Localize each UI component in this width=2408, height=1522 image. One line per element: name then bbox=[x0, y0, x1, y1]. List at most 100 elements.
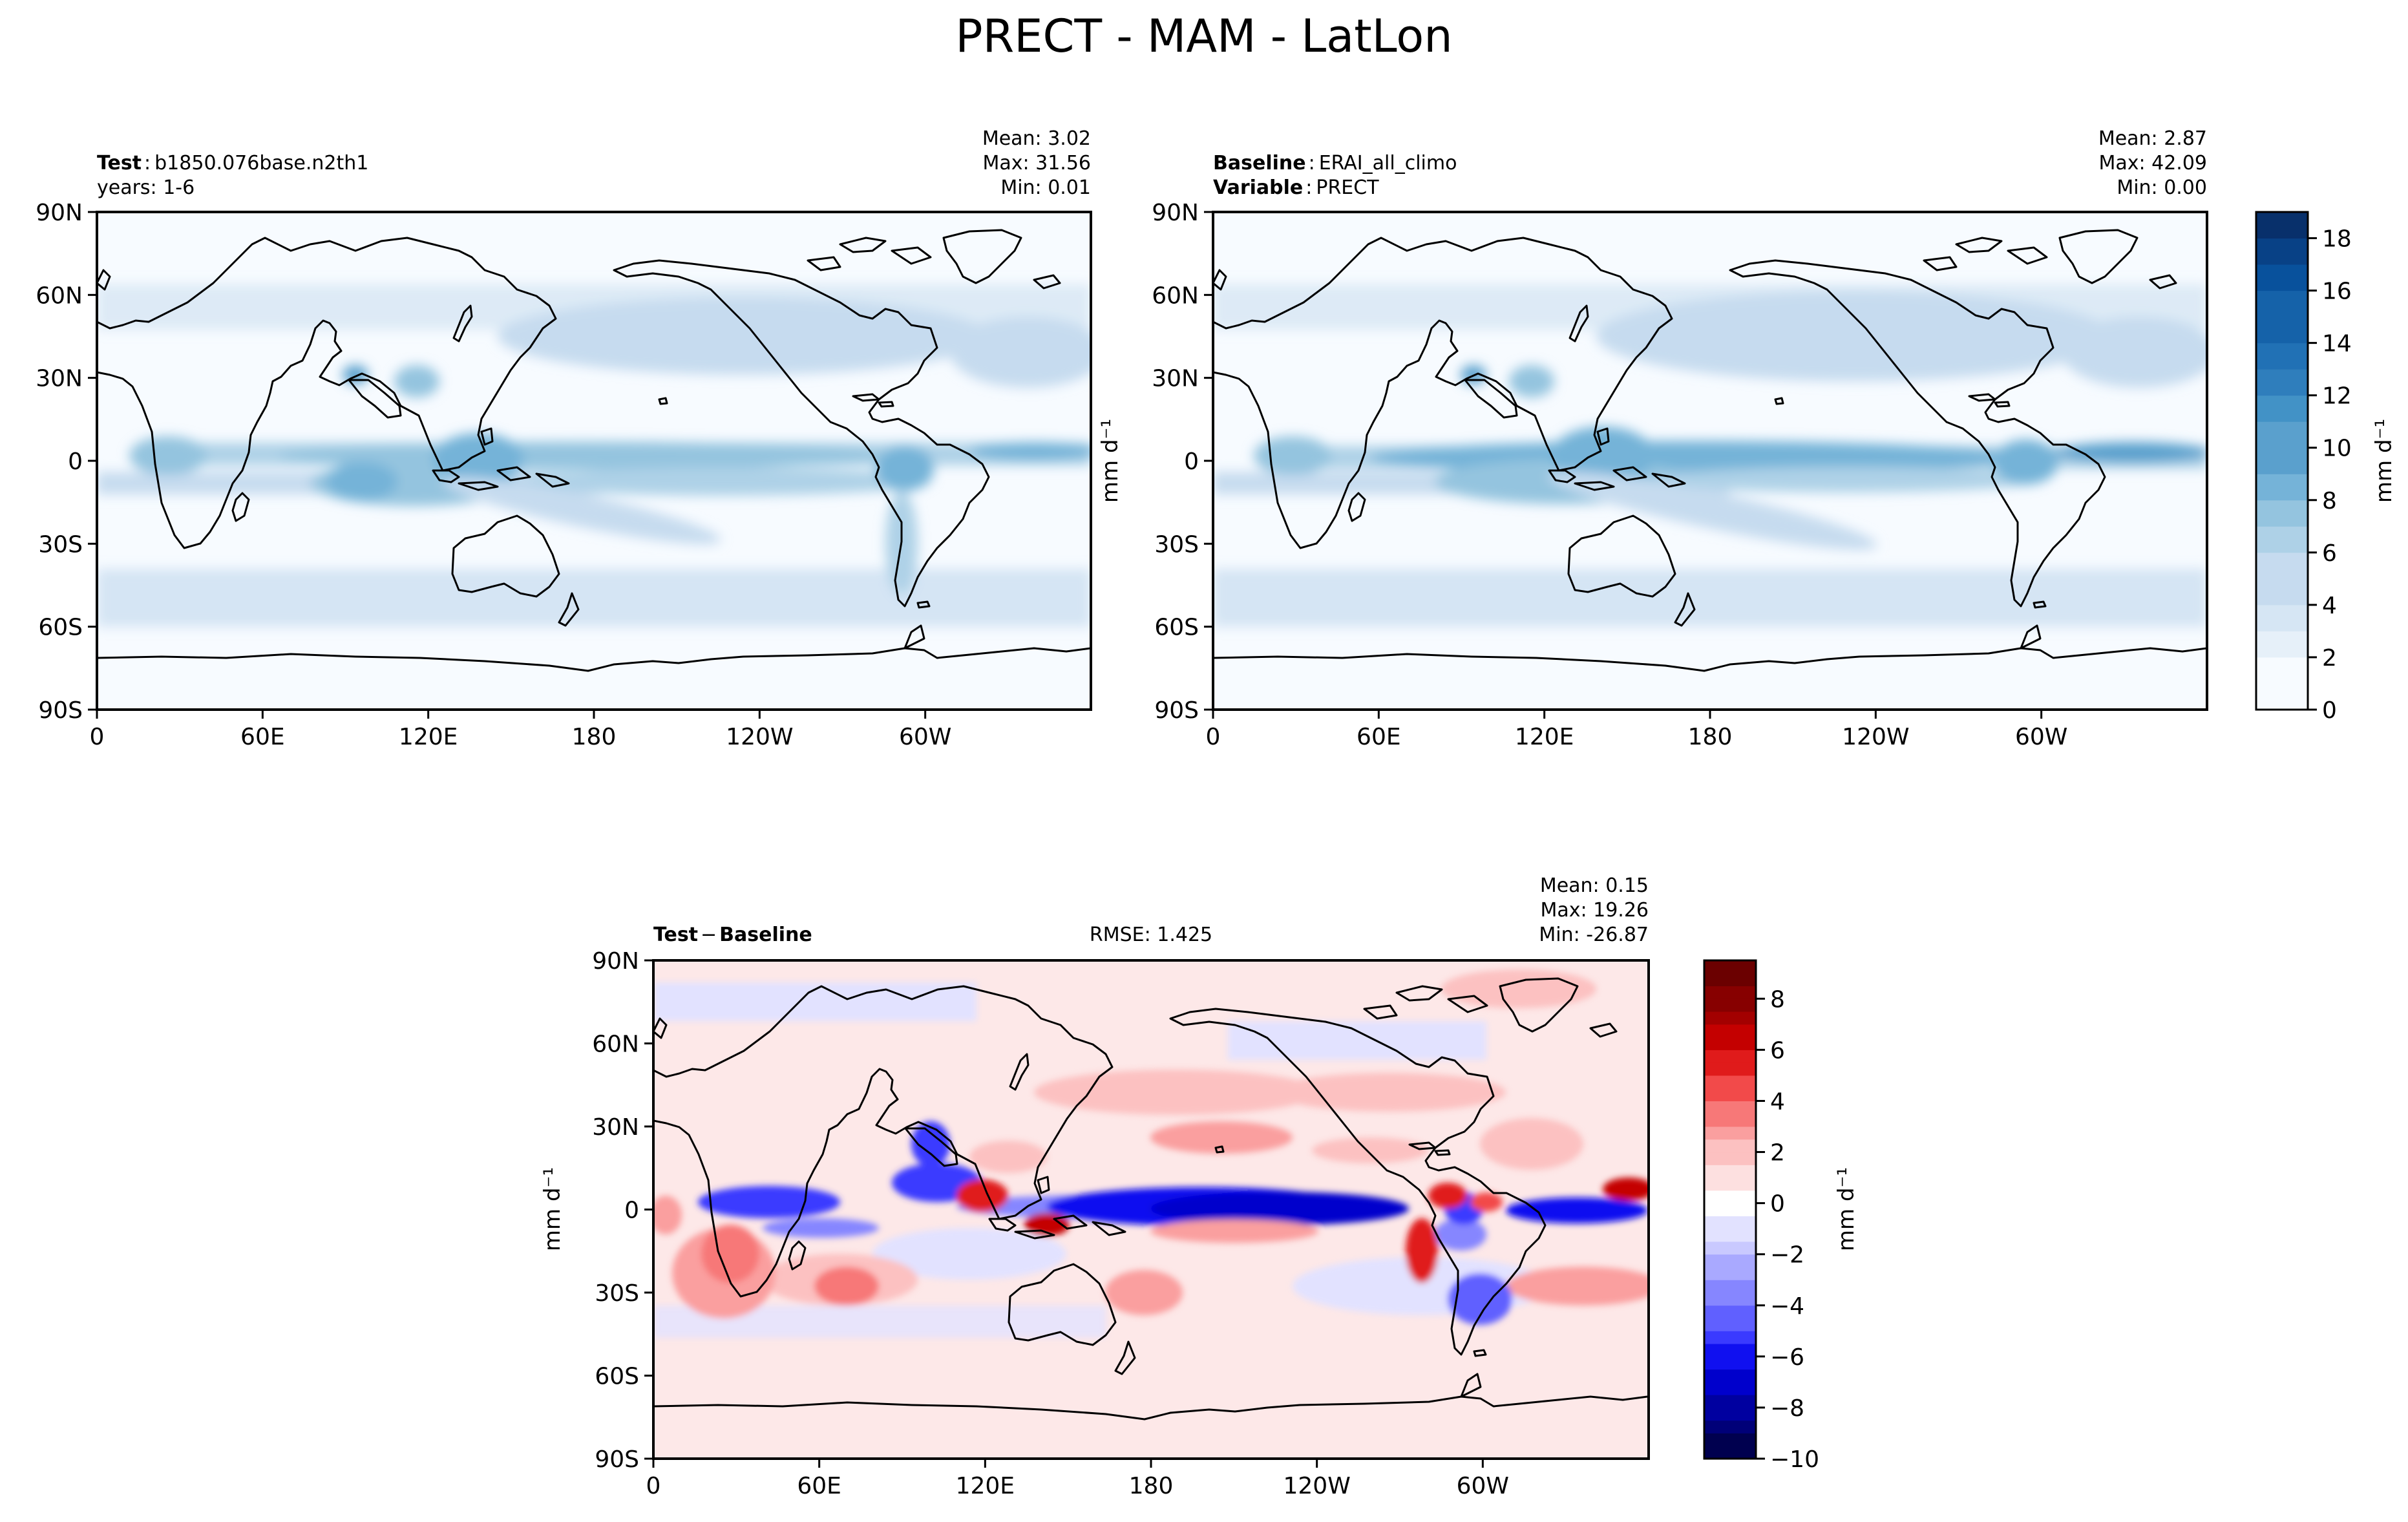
colorbar-tick-label: −4 bbox=[1770, 1293, 1804, 1320]
colorbar-segment bbox=[1704, 1305, 1756, 1319]
x-tick-label: 60W bbox=[899, 724, 951, 750]
baseline-variable: Variable: PRECT bbox=[1213, 176, 1379, 199]
x-tick-label: 0 bbox=[646, 1473, 661, 1499]
colorbar-segment bbox=[1704, 1037, 1756, 1050]
colorbar-tick-label: 2 bbox=[2322, 645, 2337, 671]
colorbar-segment bbox=[1704, 1050, 1756, 1063]
colorbar-segment bbox=[1704, 1420, 1756, 1433]
colorbar-segment bbox=[1704, 1267, 1756, 1280]
y-tick-label: 60N bbox=[592, 1031, 639, 1058]
baseline-mean: Mean: 2.87 bbox=[2098, 127, 2207, 150]
y-tick-label: 60N bbox=[36, 282, 83, 309]
test-years: years: 1-6 bbox=[97, 176, 195, 199]
colorbar-segment bbox=[1704, 1344, 1756, 1357]
test-label-bold: Test bbox=[97, 152, 142, 174]
colorbar-segment bbox=[2256, 604, 2308, 631]
colorbar-segment bbox=[2256, 343, 2308, 370]
test-axes: 0 60E 120E 180 120W 60W 90N 60N 30N 0 30S 60S 90S bbox=[36, 200, 1092, 750]
y-tick-label: 90N bbox=[1152, 200, 1199, 226]
colorbar-segment bbox=[1704, 1152, 1756, 1165]
x-tick-label: 120W bbox=[1842, 724, 1909, 750]
x-tick-label: 0 bbox=[90, 724, 105, 750]
colorbar-tick-label: 4 bbox=[1770, 1088, 1785, 1115]
diff-label-minus: − bbox=[701, 924, 717, 946]
x-tick-label: 60E bbox=[797, 1473, 841, 1499]
y-tick-label: 30S bbox=[595, 1280, 639, 1307]
colorbar-segment bbox=[1704, 1101, 1756, 1114]
colorbar-segment bbox=[1704, 1395, 1756, 1408]
y-tick-label: 0 bbox=[68, 449, 83, 475]
colorbar-segment bbox=[1704, 1011, 1756, 1025]
colorbar-tick-label: 6 bbox=[2322, 540, 2337, 567]
x-tick-label: 120E bbox=[956, 1473, 1015, 1499]
colorbar-tick-label: 0 bbox=[2322, 697, 2337, 724]
colorbar-segment bbox=[1704, 1229, 1756, 1242]
colorbar-segment bbox=[2256, 526, 2308, 553]
x-tick-label: 120E bbox=[1515, 724, 1574, 750]
y-tick-label: 60N bbox=[1152, 282, 1199, 309]
diff-mean: Mean: 0.15 bbox=[1540, 874, 1649, 897]
colorbar-tick-label: −6 bbox=[1770, 1344, 1804, 1371]
colorbar-tick-label: 6 bbox=[1770, 1037, 1785, 1064]
colorbar-segment bbox=[1704, 1356, 1756, 1370]
x-tick-label: 180 bbox=[1129, 1473, 1174, 1499]
panel-baseline: Baseline: ERAI_all_climo Variable: PRECT M… bbox=[1213, 127, 2207, 710]
x-tick-label: 60W bbox=[2015, 724, 2067, 750]
diff-label-test: Test bbox=[653, 924, 698, 946]
test-mean: Mean: 3.02 bbox=[982, 127, 1091, 150]
colorbar-segment bbox=[2256, 290, 2308, 317]
colorbar-tick-label: 18 bbox=[2322, 226, 2352, 253]
colorbar-segment bbox=[2256, 369, 2308, 396]
colorbar-tick-label: 10 bbox=[2322, 436, 2352, 462]
test-map-field bbox=[97, 212, 1091, 710]
colorbar-segment bbox=[1704, 1241, 1756, 1255]
baseline-max: Max: 42.09 bbox=[2098, 152, 2207, 174]
colorbar-segment bbox=[1704, 1190, 1756, 1204]
variable-label-bold: Variable bbox=[1213, 176, 1303, 199]
colorbar-segment bbox=[2256, 683, 2308, 710]
y-tick-label: 90S bbox=[1154, 697, 1199, 724]
baseline-label: Baseline: ERAI_all_climo bbox=[1213, 152, 1457, 174]
colorbar-segment bbox=[2256, 657, 2308, 684]
colorbar-segment bbox=[1704, 1114, 1756, 1127]
test-label-sep: : bbox=[144, 152, 151, 174]
x-tick-label: 0 bbox=[1206, 724, 1221, 750]
colorbar-tick-label: −2 bbox=[1770, 1242, 1804, 1269]
colorbar-precip-label: mm d⁻¹ bbox=[2371, 419, 2397, 503]
colorbar-segment bbox=[1704, 999, 1756, 1012]
colorbar-tick-label: 16 bbox=[2322, 279, 2352, 305]
y-tick-label: 90S bbox=[595, 1446, 639, 1473]
colorbar-segment bbox=[1704, 1293, 1756, 1306]
y-tick-label: 0 bbox=[624, 1198, 639, 1224]
colorbar-tick-label: −8 bbox=[1770, 1395, 1804, 1422]
panel-c-ylabel: mm d⁻¹ bbox=[540, 1167, 565, 1251]
colorbar-segment bbox=[2256, 264, 2308, 291]
colorbar-tick-label: 12 bbox=[2322, 383, 2352, 410]
colorbar-segment bbox=[2256, 500, 2308, 527]
y-tick-label: 30N bbox=[1152, 366, 1199, 392]
y-tick-label: 60S bbox=[595, 1364, 639, 1390]
panel-difference: Test − Baseline RMSE: 1.425 Mean: 0.15 Max… bbox=[653, 874, 1649, 1459]
diff-min: Min: -26.87 bbox=[1539, 924, 1649, 946]
colorbar-segment bbox=[2256, 238, 2308, 265]
diff-axes: 0 60E 120E 180 120W 60W 90N 60N 30N 0 30S 60S 90S bbox=[592, 948, 1650, 1499]
colorbar-segment bbox=[2256, 317, 2308, 344]
y-tick-label: 60S bbox=[38, 615, 83, 641]
colorbar-segment bbox=[1704, 1331, 1756, 1344]
x-tick-label: 180 bbox=[1688, 724, 1733, 750]
colorbar-segment bbox=[1704, 1024, 1756, 1038]
y-tick-label: 60S bbox=[1154, 615, 1199, 641]
colorbar-segment bbox=[1704, 1254, 1756, 1267]
colorbar-tick-label: −10 bbox=[1770, 1446, 1819, 1473]
y-tick-label: 30N bbox=[36, 366, 83, 392]
colorbar-segment bbox=[2256, 395, 2308, 422]
colorbar-segment bbox=[2256, 631, 2308, 658]
diff-max: Max: 19.26 bbox=[1540, 899, 1649, 922]
colorbar-segment bbox=[1704, 1382, 1756, 1395]
baseline-label-bold: Baseline bbox=[1213, 152, 1306, 174]
test-label-value: b1850.076base.n2th1 bbox=[154, 152, 368, 174]
colorbar-segment bbox=[1704, 1088, 1756, 1101]
colorbar-tick-label: 14 bbox=[2322, 331, 2352, 357]
colorbar-segment bbox=[1704, 1407, 1756, 1421]
